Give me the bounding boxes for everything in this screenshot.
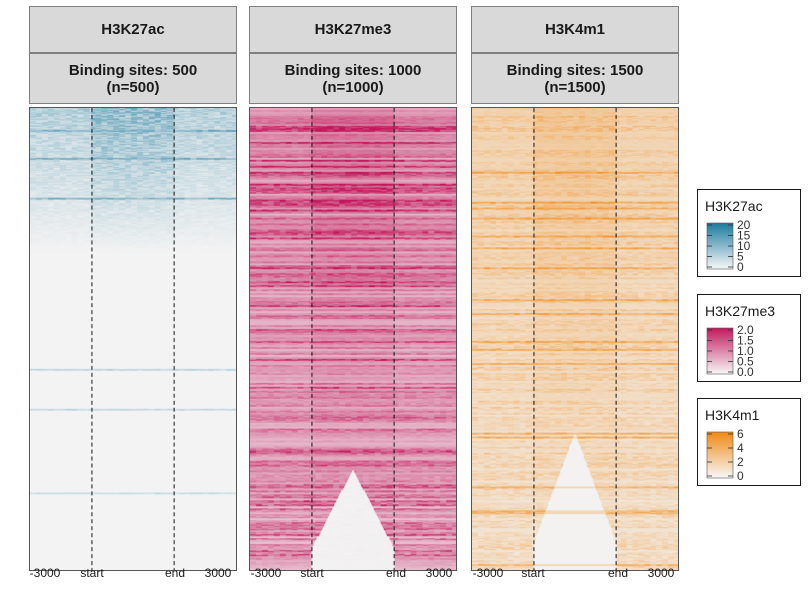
legend-tick-label: 0 [737, 469, 744, 483]
x-tick-label: start [80, 566, 104, 580]
x-tick-label: end [164, 566, 186, 580]
panel-title: H3K4m1 [471, 6, 679, 53]
x-tick-label: start [300, 566, 324, 580]
x-tick-label: 3000 [425, 566, 453, 580]
panel-title: H3K27ac [29, 6, 237, 53]
legend-tick-label: 0 [737, 260, 744, 274]
panel-subtitle-line2: (n=1500) [544, 78, 606, 96]
legend-tick-label: 1.5 [737, 334, 754, 348]
x-tick-label: start [521, 566, 545, 580]
legend-tick-label: 4 [737, 441, 744, 455]
legend-tick-label: 0.5 [737, 355, 754, 369]
legend-gradient [706, 431, 734, 479]
legend-tick-label: 5 [737, 250, 744, 264]
legend-h3k27ac: H3K27ac 20 15 10 5 0 [697, 189, 801, 277]
legend-tick-label: 15 [737, 229, 751, 243]
panel-subtitle-line1: Binding sites: 1000 [284, 61, 422, 79]
legend-title: H3K27me3 [705, 303, 776, 319]
panel-subtitle-line1: Binding sites: 1500 [506, 61, 644, 79]
heatmap-h3k27me3 [249, 107, 457, 571]
legend-tick-label: 0.0 [737, 365, 754, 379]
x-tick-label: -3000 [250, 566, 282, 580]
panel-subtitle: Binding sites: 500 (n=500) [29, 53, 237, 104]
legend-tick-label: 6 [737, 427, 744, 441]
x-tick-label: -3000 [29, 566, 61, 580]
x-tick-label: end [607, 566, 629, 580]
legend-tick-label: 20 [737, 218, 751, 232]
panel-subtitle-line2: (n=500) [106, 78, 160, 96]
legend-h3k27me3: H3K27me3 2.0 1.5 1.0 0.5 0.0 [697, 294, 801, 382]
x-tick-label: 3000 [204, 566, 232, 580]
heatmap-h3k4m1 [471, 107, 679, 571]
x-tick-label: end [385, 566, 407, 580]
panel-subtitle-line2: (n=1000) [322, 78, 384, 96]
legend-tick-label: 2 [737, 455, 744, 469]
legend-tick-label: 2.0 [737, 323, 754, 337]
legend-title: H3K4m1 [705, 407, 760, 423]
panel-subtitle: Binding sites: 1500 (n=1500) [471, 53, 679, 104]
legend-title: H3K27ac [705, 198, 763, 214]
panel-title: H3K27me3 [249, 6, 457, 53]
legend-colorbar: 2.01.51.00.50.0 [706, 323, 754, 379]
legend-tick-label: 10 [737, 239, 751, 253]
x-tick-label: 3000 [647, 566, 675, 580]
heatmap-h3k27ac [29, 107, 237, 571]
legend-tick-label: 1.0 [737, 344, 754, 358]
x-tick-label: -3000 [472, 566, 504, 580]
panel-subtitle-line1: Binding sites: 500 [68, 61, 198, 79]
panel-subtitle: Binding sites: 1000 (n=1000) [249, 53, 457, 104]
